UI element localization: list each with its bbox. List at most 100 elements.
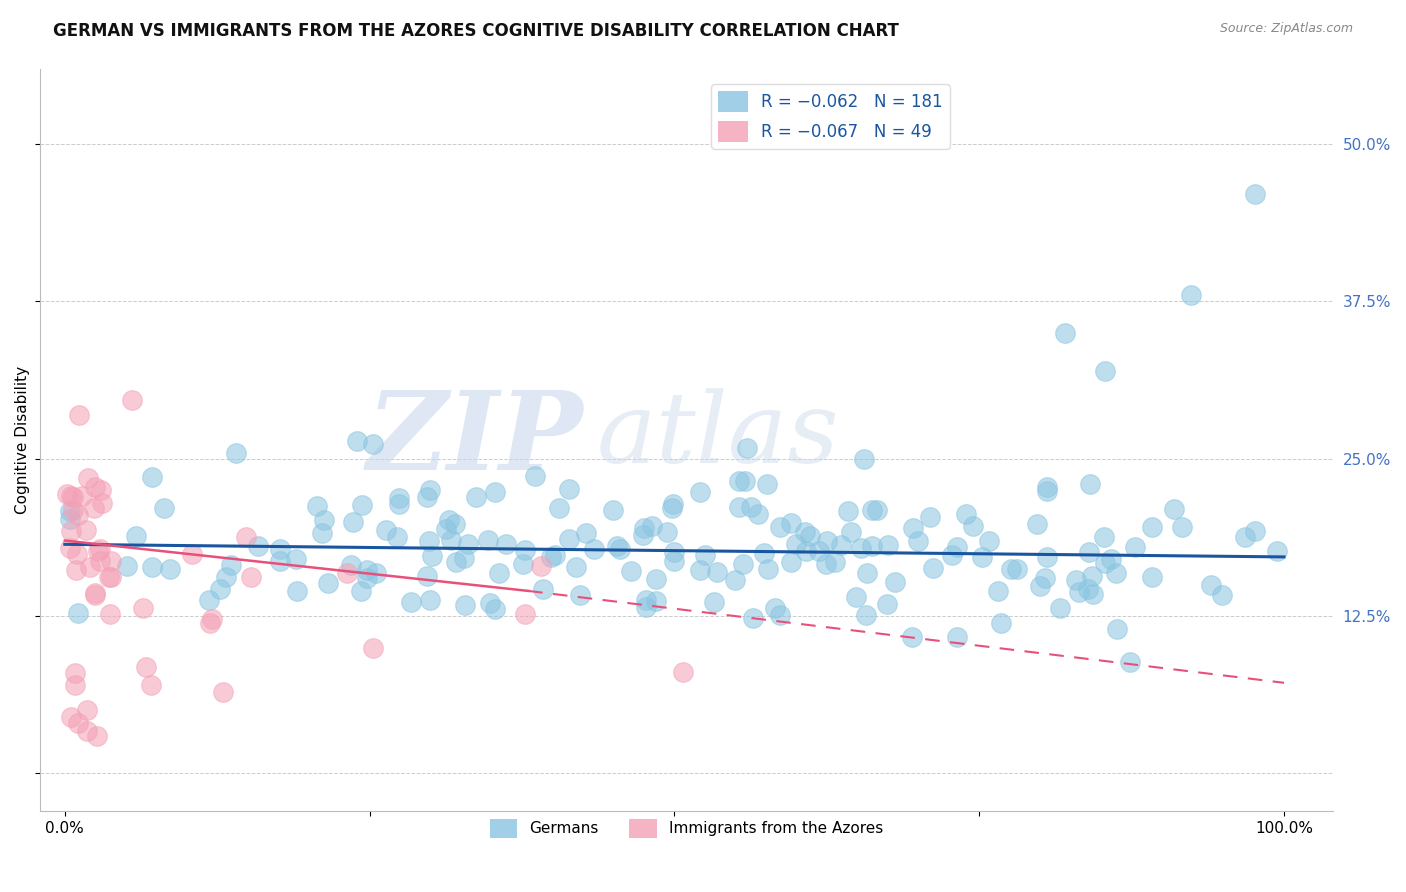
Point [60, 710, 83, 724]
Point [159, 561, 181, 575]
Point [619, 564, 641, 578]
Point [1036, 483, 1059, 498]
Point [1025, 517, 1047, 532]
Point [634, 600, 657, 615]
Point [1244, 524, 1267, 538]
Point [752, 546, 775, 560]
Point [1099, 552, 1122, 566]
Point [56, 487, 79, 501]
Point [565, 559, 588, 574]
Point [62, 503, 84, 517]
Point [845, 590, 868, 604]
Point [72, 490, 94, 504]
Point [419, 483, 441, 497]
Point [356, 563, 378, 577]
Point [484, 485, 506, 500]
Point [416, 569, 439, 583]
Point [477, 533, 499, 548]
Point [350, 583, 373, 598]
Point [531, 582, 554, 596]
Point [1244, 187, 1267, 202]
Point [240, 570, 263, 584]
Point [484, 601, 506, 615]
Point [420, 549, 443, 563]
Point [636, 592, 658, 607]
Point [734, 474, 756, 488]
Point [1005, 562, 1028, 576]
Point [876, 538, 898, 552]
Point [79, 559, 101, 574]
Point [98, 607, 121, 622]
Point [824, 555, 846, 569]
Point [860, 503, 883, 517]
Point [962, 518, 984, 533]
Point [200, 616, 222, 631]
Point [582, 541, 605, 556]
Point [547, 500, 569, 515]
Point [724, 573, 747, 587]
Point [876, 598, 898, 612]
Point [837, 504, 859, 518]
Point [693, 548, 716, 562]
Point [59, 512, 82, 526]
Point [100, 554, 122, 568]
Point [1092, 530, 1115, 544]
Point [733, 557, 755, 571]
Point [755, 476, 778, 491]
Point [1049, 601, 1071, 615]
Point [814, 557, 837, 571]
Point [1104, 566, 1126, 581]
Point [83, 586, 105, 600]
Point [839, 524, 862, 539]
Point [661, 500, 683, 515]
Point [100, 570, 122, 584]
Point [955, 508, 977, 522]
Point [655, 524, 678, 539]
Point [66, 606, 89, 620]
Point [375, 524, 398, 538]
Point [763, 601, 786, 615]
Point [208, 582, 231, 597]
Point [1094, 556, 1116, 570]
Point [59, 541, 82, 556]
Point [115, 558, 138, 573]
Point [342, 516, 364, 530]
Point [63, 665, 86, 680]
Point [540, 549, 562, 564]
Point [366, 566, 388, 580]
Point [84, 480, 107, 494]
Point [89, 554, 111, 568]
Point [59, 504, 82, 518]
Point [884, 575, 907, 590]
Point [830, 538, 852, 552]
Point [794, 544, 817, 558]
Point [437, 513, 460, 527]
Point [479, 596, 502, 610]
Point [201, 612, 224, 626]
Point [851, 541, 873, 556]
Point [1199, 578, 1222, 592]
Point [808, 544, 831, 558]
Point [1069, 585, 1091, 599]
Point [1036, 550, 1059, 565]
Point [865, 503, 887, 517]
Point [139, 678, 162, 692]
Point [606, 539, 628, 553]
Point [941, 548, 963, 562]
Point [285, 552, 308, 566]
Point [419, 592, 441, 607]
Point [1053, 326, 1076, 340]
Point [97, 569, 120, 583]
Point [67, 408, 90, 422]
Point [135, 660, 157, 674]
Point [1123, 540, 1146, 554]
Point [488, 566, 510, 581]
Point [815, 534, 838, 549]
Point [198, 593, 221, 607]
Point [689, 563, 711, 577]
Point [987, 584, 1010, 599]
Point [63, 678, 86, 692]
Point [65, 563, 87, 577]
Point [219, 558, 242, 572]
Point [558, 482, 581, 496]
